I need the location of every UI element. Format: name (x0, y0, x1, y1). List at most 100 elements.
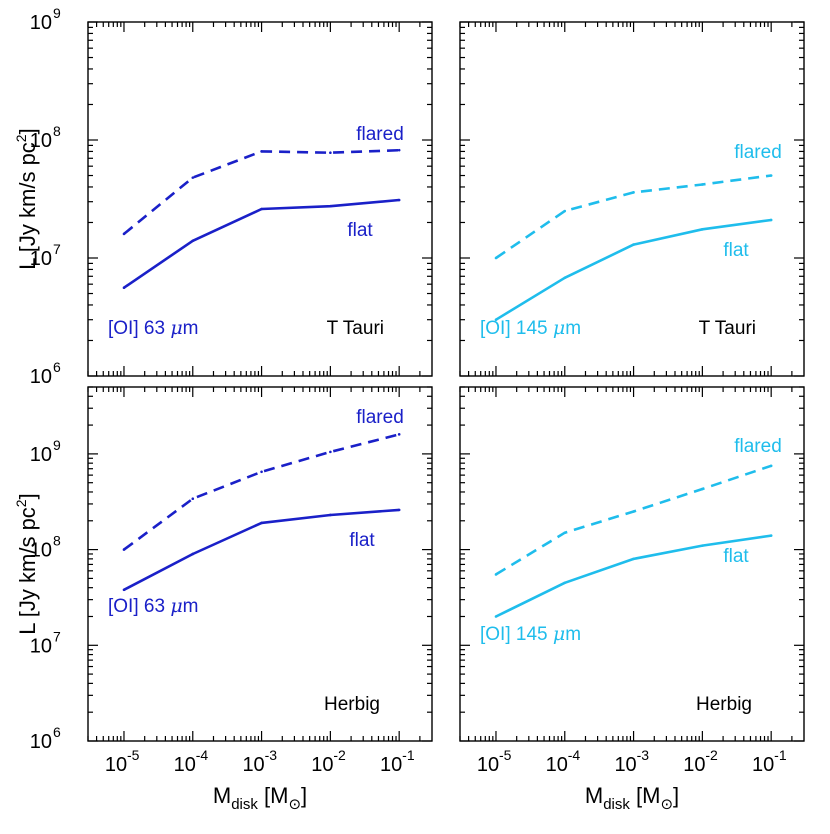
series-flat-point (122, 286, 126, 290)
y-ticks (460, 21, 804, 377)
series-flared-point (260, 470, 263, 474)
y-axis-label: L [Jy km/s pc2] (13, 493, 40, 634)
series-flat-line (495, 218, 772, 321)
series-flared-point (397, 433, 401, 436)
y-ticks (460, 386, 804, 742)
series-flared-point (260, 150, 263, 153)
series-flared-point (122, 548, 126, 551)
x-tick-exponent: -1 (402, 747, 415, 763)
y-tick-exponent: 8 (53, 533, 61, 549)
x-tick-label: 10 (380, 754, 402, 776)
series-flared-point (494, 256, 498, 260)
x-tick-exponent: -5 (499, 747, 512, 763)
y-tick-label: 10 (30, 12, 52, 34)
x-tick-exponent: -2 (705, 747, 718, 763)
flared-label: flared (356, 407, 404, 428)
series-flat-point (701, 228, 704, 231)
series-flat-point (701, 544, 704, 547)
object-label: T Tauri (327, 318, 384, 339)
series-flared-line (123, 433, 400, 551)
plot-frame (87, 386, 433, 742)
series-flared-point (329, 151, 332, 155)
series-flared-point (769, 174, 773, 177)
x-tick-label: 10 (105, 754, 127, 776)
flat-label: flat (723, 240, 749, 261)
series-flat-point (122, 588, 126, 592)
series-flared-point (563, 209, 567, 213)
flared-label: flared (356, 124, 404, 145)
x-tick-label: 10 (614, 754, 636, 776)
x-tick-label: 10 (242, 754, 264, 776)
y-tick-label: 10 (30, 366, 52, 388)
y-tick-exponent: 9 (53, 437, 61, 453)
x-tick-exponent: -3 (637, 747, 650, 763)
series-flared-point (563, 531, 567, 535)
y-tick-label: 10 (30, 731, 52, 753)
x-ticks (459, 22, 793, 376)
line-id-label: [OI] 63 μm (108, 595, 199, 617)
x-ticks (87, 22, 421, 376)
object-label: Herbig (696, 694, 752, 715)
series-flat-line (123, 198, 400, 289)
series-flat-point (397, 508, 401, 512)
x-tick-label: 10 (752, 754, 774, 776)
y-tick-exponent: 6 (53, 724, 61, 740)
y-tick-exponent: 6 (53, 359, 61, 375)
y-tick-exponent: 7 (53, 628, 61, 644)
series-flared-point (701, 183, 704, 186)
series-flared-point (701, 487, 704, 491)
line-id-label: [OI] 145 μm (480, 317, 581, 339)
y-tick-label: 10 (30, 248, 52, 270)
line-id-label: [OI] 63 μm (108, 317, 199, 339)
y-ticks (88, 386, 432, 742)
y-tick-label: 10 (30, 444, 52, 466)
series-flared-point (632, 191, 635, 194)
x-axis-label: Mdisk [M⊙] (213, 783, 307, 813)
series-flared-point (122, 232, 126, 236)
y-axis-label: L [Jy km/s pc2] (13, 128, 40, 269)
y-tick-exponent: 9 (53, 5, 61, 21)
y-tick-label: 10 (30, 130, 52, 152)
x-tick-label: 10 (477, 754, 499, 776)
series-flat-point (494, 615, 498, 618)
x-tick-exponent: -2 (333, 747, 346, 763)
line-id-label: [OI] 145 μm (480, 623, 581, 645)
x-tick-exponent: -4 (568, 747, 581, 763)
series-flared-point (397, 148, 401, 152)
series-flat-point (397, 198, 401, 202)
flat-label: flat (349, 530, 375, 551)
panel-top-right: flared flat [OI] 145 μm T Tauri (459, 21, 805, 377)
flat-label: flat (723, 546, 749, 567)
series-flared-point (191, 176, 195, 179)
series-flared-point (329, 450, 332, 454)
series-flared-point (769, 464, 773, 468)
x-tick-label: 10 (683, 754, 705, 776)
x-tick-label: 10 (546, 754, 568, 776)
series-flared-point (494, 573, 498, 576)
flared-label: flared (734, 142, 782, 163)
series-flat-point (260, 207, 263, 211)
x-ticks (459, 387, 793, 741)
series-flat-point (632, 557, 635, 561)
series-flat-point (769, 218, 773, 222)
x-axis-label: Mdisk [M⊙] (585, 783, 679, 813)
series-flat-point (769, 534, 773, 537)
series-flat-point (563, 581, 567, 585)
series-flat-point (329, 513, 332, 517)
y-tick-label: 10 (30, 540, 52, 562)
y-tick-exponent: 8 (53, 123, 61, 139)
x-tick-exponent: -5 (127, 747, 140, 763)
flat-label: flat (347, 220, 373, 241)
series-flat-point (494, 318, 498, 321)
x-tick-label: 10 (311, 754, 333, 776)
object-label: T Tauri (699, 318, 756, 339)
plot-frame (459, 21, 805, 377)
x-tick-exponent: -4 (196, 747, 209, 763)
series-flared-point (632, 510, 635, 513)
y-tick-exponent: 7 (53, 241, 61, 257)
x-tick-exponent: -3 (265, 747, 278, 763)
